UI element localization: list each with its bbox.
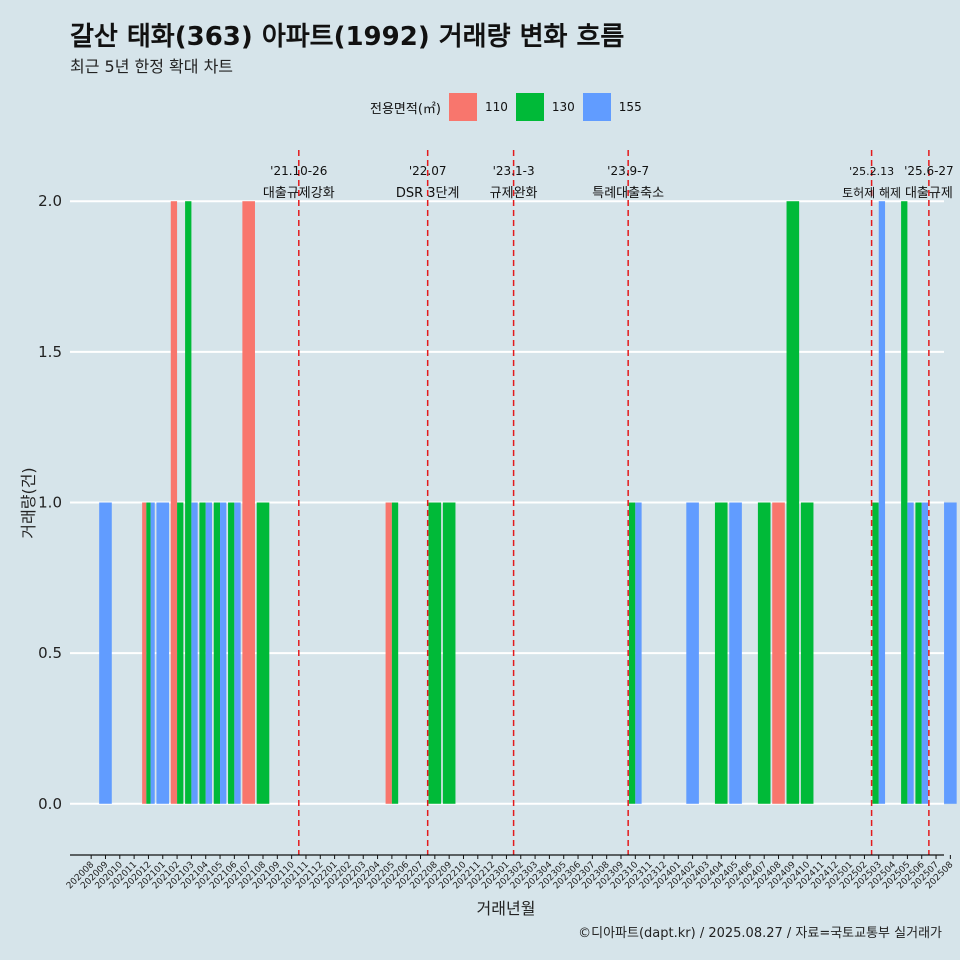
bar-202107-110 xyxy=(242,201,255,804)
bar-202407-130 xyxy=(757,502,771,804)
event-date: '23.1-3 xyxy=(493,164,535,178)
event-label: 토허제 해제 xyxy=(842,186,901,200)
y-tick-label: 2.0 xyxy=(38,192,62,210)
event-date: '25.2.13 xyxy=(849,165,894,178)
bar-202402-155 xyxy=(686,502,699,804)
bar-202205-110 xyxy=(385,502,392,804)
bar-202506-155 xyxy=(921,502,929,804)
y-tick-label: 0.5 xyxy=(38,644,62,662)
y-tick-label: 1.5 xyxy=(38,343,62,361)
legend-item-110: 110 xyxy=(448,93,508,121)
bar-202009-155 xyxy=(99,502,112,804)
legend-item-130: 130 xyxy=(515,93,575,121)
bar-202105-155 xyxy=(220,502,227,804)
bar-202404-130 xyxy=(714,502,728,804)
event-label: 규제완화 xyxy=(490,186,538,201)
x-axis: 2020082020092020102020112020122021012021… xyxy=(65,854,956,891)
bar-202310-130 xyxy=(629,502,636,804)
bar-202012-130 xyxy=(146,502,151,804)
x-axis-label: 거래년월 xyxy=(477,899,536,918)
event-label: DSR 3단계 xyxy=(396,186,460,201)
bar-202209-130 xyxy=(442,502,456,804)
event-label: 특례대출축소 xyxy=(592,186,664,201)
bar-202012-155 xyxy=(150,502,155,804)
bar-202505-155 xyxy=(907,502,914,804)
legend-item-155: 155 xyxy=(582,93,642,121)
legend-title: 전용면적(㎡) xyxy=(370,101,441,117)
bar-202106-155 xyxy=(234,502,241,804)
legend: 전용면적(㎡) 110 130 155 xyxy=(370,93,650,121)
bars xyxy=(99,201,957,804)
bar-202409-130 xyxy=(786,201,800,804)
bar-202408-110 xyxy=(772,502,785,804)
bar-202503-155 xyxy=(878,201,886,804)
legend-label-155: 155 xyxy=(618,100,642,114)
legend-swatch-155 xyxy=(582,93,611,121)
y-tick-label: 1.0 xyxy=(38,494,62,512)
event-label: 대출규제강화 xyxy=(263,186,335,201)
event-lines xyxy=(298,150,930,855)
event-date: '22.07 xyxy=(409,164,447,178)
y-tick-label: 0.0 xyxy=(38,795,62,813)
bar-202103-155 xyxy=(191,502,198,804)
bar-202505-130 xyxy=(901,201,908,804)
source-caption: ©디아파트(dapt.kr) / 2025.08.27 / 자료=국토교통부 실… xyxy=(578,926,942,941)
legend-label-110: 110 xyxy=(484,100,508,114)
bar-202310-155 xyxy=(635,502,642,804)
legend-label-130: 130 xyxy=(551,100,575,114)
bar-202508-155 xyxy=(944,502,957,804)
event-annotations: '21.10-26 대출규제강화 '22.07 DSR 3단계 '23.1-3 규제완화 '… xyxy=(263,164,954,201)
bar-202106-130 xyxy=(228,502,235,804)
event-date: '21.10-26 xyxy=(270,164,327,178)
legend-swatch-110 xyxy=(448,93,477,121)
legend-swatch-130 xyxy=(515,93,544,121)
event-label: 대출규제 xyxy=(905,186,953,201)
y-axis: 0.0 0.5 1.0 1.5 2.0 xyxy=(38,192,62,813)
chart-title: 갈산 태화(363) 아파트(1992) 거래량 변화 흐름 xyxy=(70,22,625,52)
bar-202012-110 xyxy=(142,502,147,804)
bar-202102-110 xyxy=(170,201,178,804)
bar-202102-130 xyxy=(177,502,184,804)
bar-202104-155 xyxy=(205,502,213,804)
event-date: '25.6-27 xyxy=(904,164,954,178)
bar-202103-130 xyxy=(185,201,192,804)
bar-202105-130 xyxy=(213,502,221,804)
bar-202101-155 xyxy=(156,502,170,804)
bar-202503-130 xyxy=(872,502,879,804)
event-date: '23.9-7 xyxy=(607,164,649,178)
bar-202208-130 xyxy=(428,502,442,804)
bar-202506-130 xyxy=(915,502,922,804)
bar-202405-155 xyxy=(729,502,742,804)
chart-subtitle: 최근 5년 한정 확대 차트 xyxy=(70,57,234,76)
y-axis-label: 거래량(건) xyxy=(19,467,38,538)
bar-202108-130 xyxy=(256,502,270,804)
bar-202410-130 xyxy=(800,502,814,804)
bar-202205-130 xyxy=(391,502,399,804)
bar-202104-130 xyxy=(199,502,206,804)
